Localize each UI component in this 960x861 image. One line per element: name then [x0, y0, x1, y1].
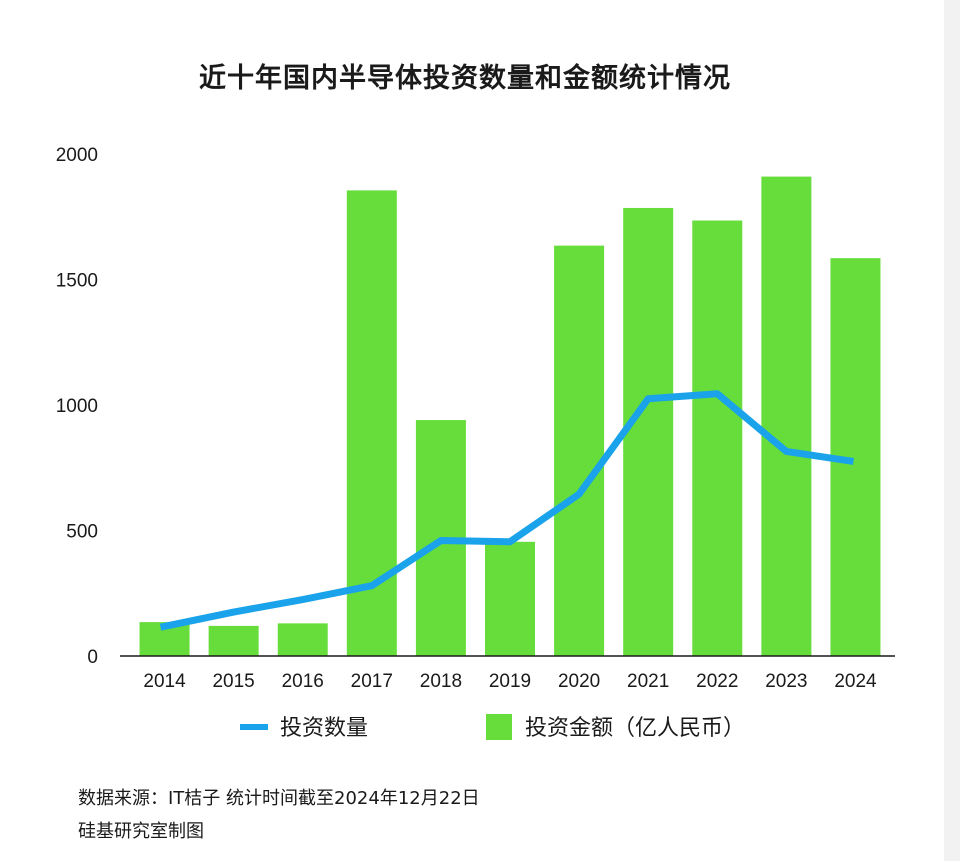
bar-series [139, 176, 881, 657]
legend-label-count: 投资数量 [280, 716, 368, 741]
credit-note: 硅基研究室制图 [78, 821, 204, 842]
x-tick-label: 2016 [282, 671, 324, 692]
y-tick-label: 1000 [56, 396, 98, 417]
bar [692, 220, 743, 656]
bar [554, 245, 605, 657]
y-tick-label: 2000 [56, 145, 98, 166]
legend: 投资数量 投资金额（亿人民币） [240, 714, 745, 741]
source-note: 数据来源：IT桔子 统计时间截至2024年12月22日 [78, 788, 480, 809]
y-axis: 0 500 1000 1500 2000 [56, 145, 98, 668]
x-tick-label: 2017 [351, 671, 393, 692]
x-tick-label: 2020 [558, 671, 600, 692]
y-tick-label: 1500 [56, 271, 98, 292]
chart-title: 近十年国内半导体投资数量和金额统计情况 [199, 63, 731, 94]
legend-bar-swatch [486, 714, 512, 740]
bar [623, 207, 674, 656]
x-tick-label: 2021 [627, 671, 669, 692]
y-tick-label: 500 [66, 522, 98, 543]
bar [485, 541, 535, 656]
x-tick-label: 2019 [489, 671, 531, 692]
bar [761, 176, 812, 656]
x-tick-label: 2022 [696, 671, 738, 692]
line-path [159, 390, 854, 631]
x-tick-label: 2015 [212, 671, 254, 692]
x-tick-label: 2014 [143, 671, 186, 692]
line-series [159, 390, 854, 631]
x-tick-label: 2018 [420, 671, 462, 692]
legend-label-amount: 投资金额（亿人民币） [525, 716, 745, 741]
bar [208, 625, 259, 656]
x-tick-label: 2024 [834, 671, 877, 692]
y-tick-label: 0 [87, 647, 98, 668]
x-tick-label: 2023 [765, 671, 807, 692]
right-edge-strip [944, 0, 960, 861]
x-axis: 2014 2015 2016 2017 2018 2019 2020 2021 2022 2023… [143, 671, 877, 692]
bar [277, 623, 328, 656]
